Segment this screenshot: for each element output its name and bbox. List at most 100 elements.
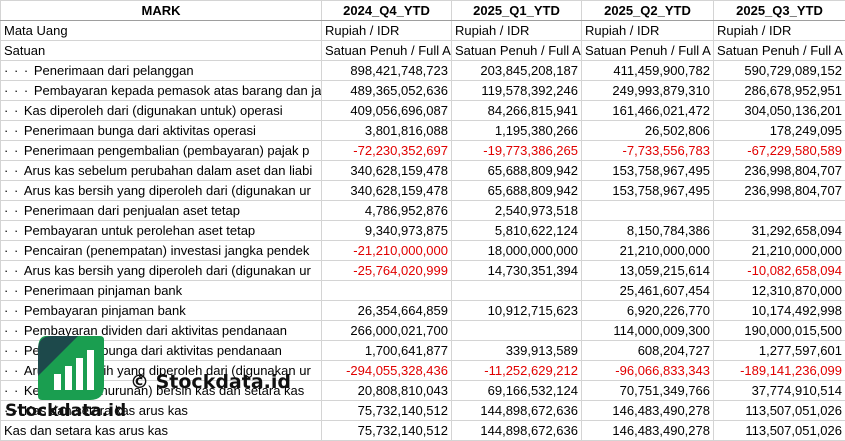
value-cell[interactable]: 590,729,089,152 [713,60,845,81]
header-2024-q4[interactable]: 2024_Q4_YTD [321,0,452,21]
value-cell[interactable]: 161,466,021,472 [581,100,714,121]
value-cell[interactable]: 3,801,816,088 [321,120,452,141]
row-label-cell[interactable]: · · Penerimaan pinjaman bank [0,280,322,301]
value-cell[interactable]: 249,993,879,310 [581,80,714,101]
row-label-cell[interactable]: · · Penerimaan dari penjualan aset tetap [0,200,322,221]
value-cell[interactable]: 340,628,159,478 [321,160,452,181]
row-label-cell[interactable]: · · Pembayaran untuk perolehan aset teta… [0,220,322,241]
value-cell[interactable]: 10,912,715,623 [451,300,582,321]
value-cell[interactable]: -10,082,658,094 [713,260,845,281]
value-cell[interactable]: 14,730,351,394 [451,260,582,281]
value-cell[interactable]: 144,898,672,636 [451,420,582,441]
value-cell[interactable]: -72,230,352,697 [321,140,452,161]
value-cell[interactable]: 1,277,597,601 [713,340,845,361]
value-cell[interactable]: 9,340,973,875 [321,220,452,241]
value-cell[interactable]: 203,845,208,187 [451,60,582,81]
header-2025-q3[interactable]: 2025_Q3_YTD [713,0,845,21]
value-cell[interactable] [451,320,582,341]
value-cell[interactable]: 489,365,052,636 [321,80,452,101]
value-cell[interactable]: 10,174,492,998 [713,300,845,321]
value-cell[interactable]: 409,056,696,087 [321,100,452,121]
value-cell[interactable]: 1,700,641,877 [321,340,452,361]
value-cell[interactable]: 25,461,607,454 [581,280,714,301]
meta-label[interactable]: Satuan [0,40,322,61]
value-cell[interactable]: -21,210,000,000 [321,240,452,261]
value-cell[interactable]: 114,000,009,300 [581,320,714,341]
row-label-cell[interactable]: · · Pembayaran pinjaman bank [0,300,322,321]
value-cell[interactable]: 21,210,000,000 [713,240,845,261]
value-cell[interactable]: 65,688,809,942 [451,160,582,181]
value-cell[interactable]: 340,628,159,478 [321,180,452,201]
value-cell[interactable]: 144,898,672,636 [451,400,582,421]
meta-value[interactable]: Satuan Penuh / Full A [581,40,714,61]
meta-label[interactable]: Mata Uang [0,20,322,41]
value-cell[interactable]: -294,055,328,436 [321,360,452,381]
value-cell[interactable]: 65,688,809,942 [451,180,582,201]
value-cell[interactable]: 31,292,658,094 [713,220,845,241]
value-cell[interactable]: 21,210,000,000 [581,240,714,261]
value-cell[interactable]: 1,195,380,266 [451,120,582,141]
value-cell[interactable]: 411,459,900,782 [581,60,714,81]
value-cell[interactable] [451,280,582,301]
header-2025-q2[interactable]: 2025_Q2_YTD [581,0,714,21]
value-cell[interactable]: 119,578,392,246 [451,80,582,101]
value-cell[interactable]: 70,751,349,766 [581,380,714,401]
value-cell[interactable]: -67,229,580,589 [713,140,845,161]
value-cell[interactable]: 153,758,967,495 [581,180,714,201]
value-cell[interactable]: 4,786,952,876 [321,200,452,221]
value-cell[interactable]: 304,050,136,201 [713,100,845,121]
value-cell[interactable]: 37,774,910,514 [713,380,845,401]
value-cell[interactable]: 6,920,226,770 [581,300,714,321]
value-cell[interactable]: 8,150,784,386 [581,220,714,241]
value-cell[interactable]: -96,066,833,343 [581,360,714,381]
value-cell[interactable]: 13,059,215,614 [581,260,714,281]
value-cell[interactable]: 5,810,622,124 [451,220,582,241]
value-cell[interactable]: 236,998,804,707 [713,180,845,201]
row-label-cell[interactable]: · · Arus kas bersih yang diperoleh dari … [0,260,322,281]
value-cell[interactable]: 898,421,748,723 [321,60,452,81]
meta-value[interactable]: Satuan Penuh / Full A [713,40,845,61]
row-label-cell[interactable]: · · Penerimaan pengembalian (pembayaran)… [0,140,322,161]
value-cell[interactable]: 12,310,870,000 [713,280,845,301]
value-cell[interactable]: 84,266,815,941 [451,100,582,121]
row-label-cell[interactable]: · · Penerimaan bunga dari aktivitas oper… [0,120,322,141]
value-cell[interactable]: 20,808,810,043 [321,380,452,401]
meta-value[interactable]: Rupiah / IDR [321,20,452,41]
value-cell[interactable]: 69,166,532,124 [451,380,582,401]
value-cell[interactable]: -7,733,556,783 [581,140,714,161]
value-cell[interactable]: 178,249,095 [713,120,845,141]
value-cell[interactable]: -25,764,020,999 [321,260,452,281]
value-cell[interactable]: 113,507,051,026 [713,400,845,421]
value-cell[interactable]: 2,540,973,518 [451,200,582,221]
value-cell[interactable]: 75,732,140,512 [321,400,452,421]
value-cell[interactable]: 26,354,664,859 [321,300,452,321]
value-cell[interactable]: 146,483,490,278 [581,400,714,421]
meta-value[interactable]: Satuan Penuh / Full A [451,40,582,61]
row-label-cell[interactable]: · · Arus kas bersih yang diperoleh dari … [0,180,322,201]
value-cell[interactable]: 113,507,051,026 [713,420,845,441]
value-cell[interactable] [713,200,845,221]
value-cell[interactable]: -19,773,386,265 [451,140,582,161]
value-cell[interactable]: 18,000,000,000 [451,240,582,261]
value-cell[interactable]: -189,141,236,099 [713,360,845,381]
value-cell[interactable]: 153,758,967,495 [581,160,714,181]
row-label-cell[interactable]: · · · Penerimaan dari pelanggan [0,60,322,81]
row-label-cell[interactable]: · · Kas diperoleh dari (digunakan untuk)… [0,100,322,121]
meta-value[interactable]: Satuan Penuh / Full A [321,40,452,61]
row-label-cell[interactable]: Kas dan setara kas arus kas [0,420,322,441]
value-cell[interactable] [581,200,714,221]
header-mark[interactable]: MARK [0,0,322,21]
meta-value[interactable]: Rupiah / IDR [713,20,845,41]
value-cell[interactable]: 608,204,727 [581,340,714,361]
value-cell[interactable]: 286,678,952,951 [713,80,845,101]
value-cell[interactable]: -11,252,629,212 [451,360,582,381]
value-cell[interactable]: 75,732,140,512 [321,420,452,441]
value-cell[interactable]: 190,000,015,500 [713,320,845,341]
value-cell[interactable]: 26,502,806 [581,120,714,141]
header-2025-q1[interactable]: 2025_Q1_YTD [451,0,582,21]
row-label-cell[interactable]: · · Pencairan (penempatan) investasi jan… [0,240,322,261]
value-cell[interactable]: 236,998,804,707 [713,160,845,181]
value-cell[interactable] [321,280,452,301]
meta-value[interactable]: Rupiah / IDR [451,20,582,41]
value-cell[interactable]: 266,000,021,700 [321,320,452,341]
